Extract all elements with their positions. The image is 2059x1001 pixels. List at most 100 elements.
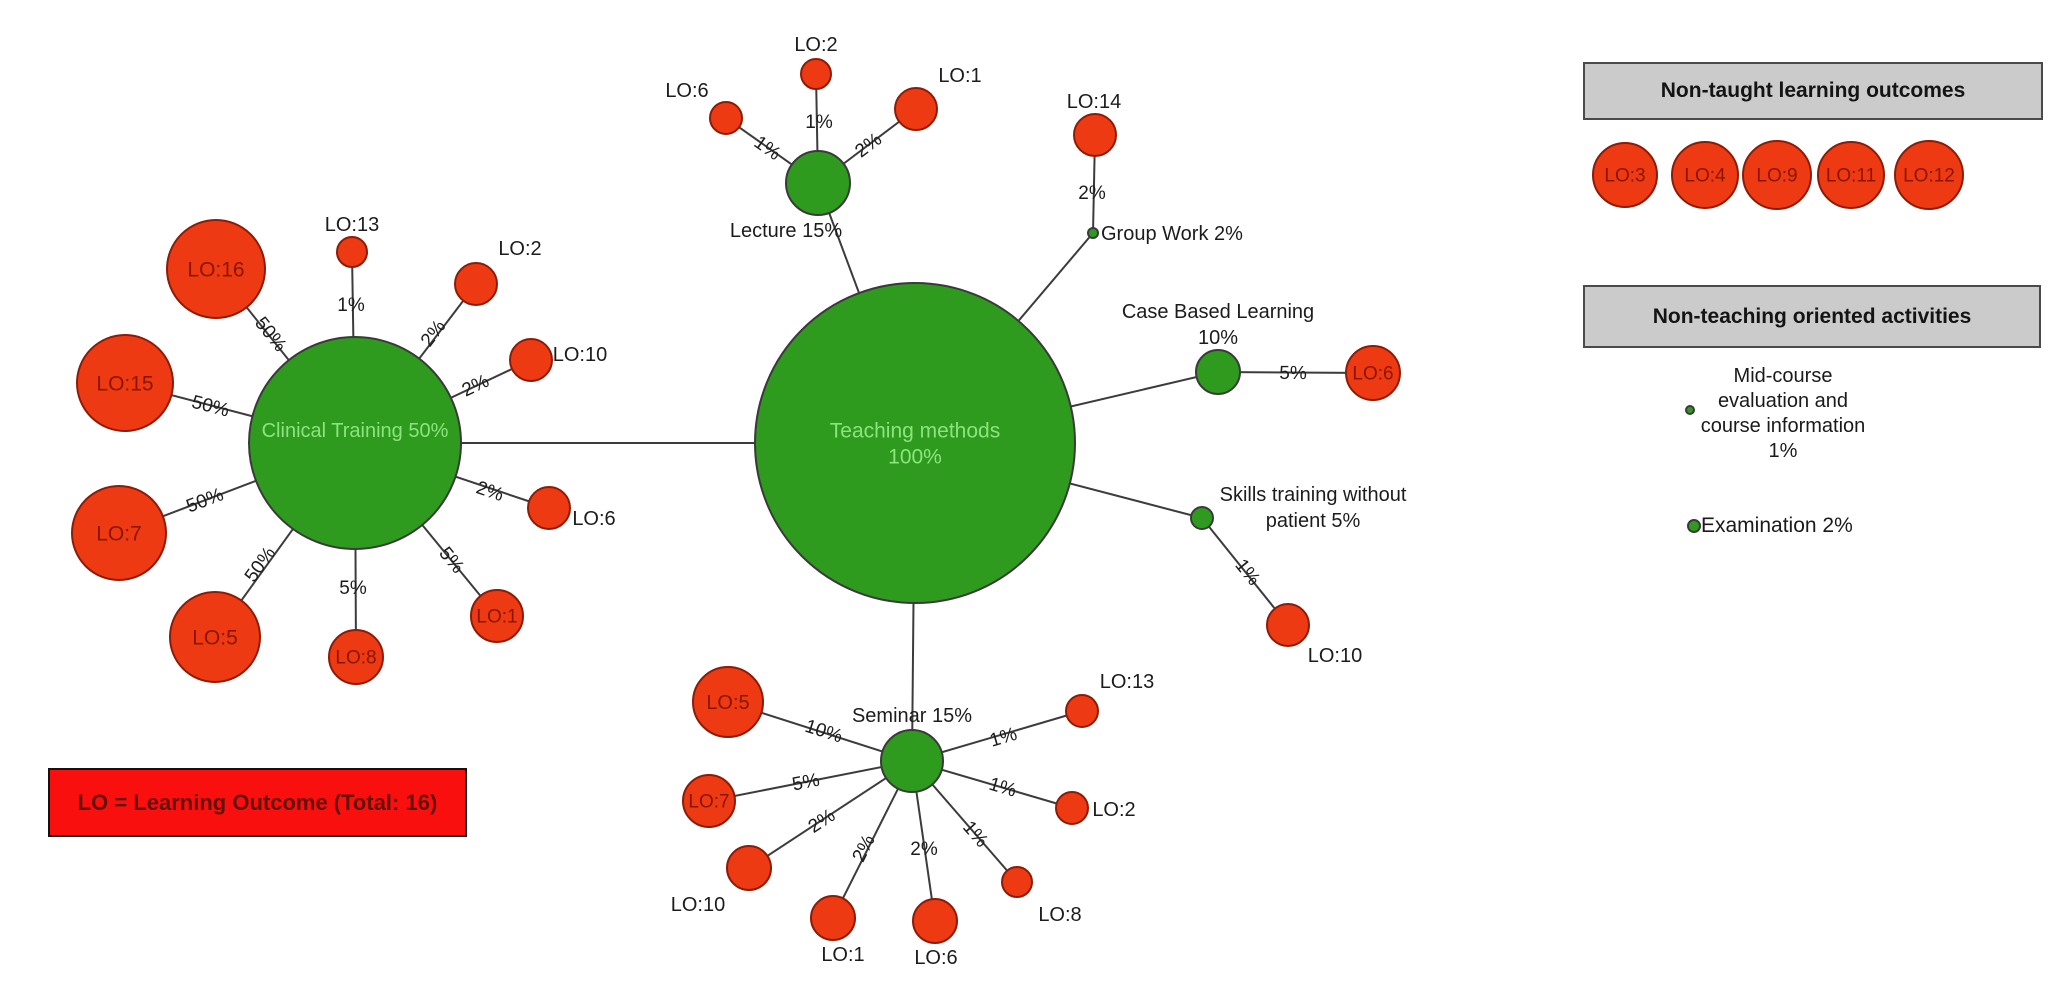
lecture-label: Lecture 15%: [730, 220, 843, 242]
ct-lo7-label: LO:7: [96, 522, 142, 545]
legend-lo4-label: LO:4: [1684, 166, 1726, 187]
edge-clinical-ct-lo1-pct-label: 5%: [434, 543, 468, 578]
edge-lecture-lec-lo6-pct-label: 1%: [750, 132, 785, 165]
cbl-label: Case Based Learning: [1122, 301, 1314, 323]
gw-lo14-label: LO:14: [1067, 91, 1121, 113]
sem-lo2-circle: [1055, 791, 1089, 825]
sem-lo6-circle: [912, 898, 958, 944]
cbl-circle: [1195, 349, 1241, 395]
legend-non-taught-title: Non-taught learning outcomes: [1660, 79, 1966, 102]
legend-non-teaching-title: Non-teaching oriented activities: [1652, 304, 1972, 328]
sem-lo5-label: LO:5: [706, 692, 749, 714]
lec-lo2-label: LO:2: [794, 34, 837, 56]
legend-lo9-label: LO:9: [1756, 166, 1797, 187]
lec-lo6-label: LO:6: [665, 80, 708, 102]
sem-lo13-circle: [1065, 694, 1099, 728]
legend-non-teaching-box: Non-teaching oriented activities: [1583, 285, 2041, 348]
edge-seminar-sem-lo5-pct-label: 10%: [802, 716, 845, 748]
clinical-label: Clinical Training 50%: [262, 420, 449, 442]
edge-clinical-ct-lo15-pct-label: 50%: [189, 392, 231, 422]
ct-lo10-circle: [509, 338, 553, 382]
edge-clinical-ct-lo13-pct-label: 1%: [337, 295, 365, 316]
ct-lo1-label: LO:1: [476, 607, 517, 628]
skills-label: Skills training without: [1220, 484, 1407, 506]
edge-clinical-ct-lo10-pct-label: 2%: [459, 371, 493, 402]
teaching-circle: [754, 282, 1076, 604]
ct-lo1-circle: [470, 589, 524, 643]
edge-clinical-ct-lo2-pct-label: 2%: [417, 316, 450, 351]
ct-lo2-circle: [454, 262, 498, 306]
cbl-lo6-circle: [1345, 345, 1401, 401]
cbl-label: 10%: [1198, 327, 1238, 349]
ct-lo6-circle: [527, 486, 571, 530]
ct-lo16-circle: [166, 219, 266, 319]
sem-lo1-label: LO:1: [821, 944, 864, 966]
lec-lo6-circle: [709, 101, 743, 135]
midcourse-line-3: course information: [1700, 415, 1866, 437]
cbl-lo6-label: LO:6: [1352, 364, 1393, 385]
examination-label: Examination 2%: [1701, 514, 1853, 537]
sem-lo8-circle: [1001, 866, 1033, 898]
sem-lo8-label: LO:8: [1038, 904, 1081, 926]
lo-note-box: LO = Learning Outcome (Total: 16): [48, 768, 467, 837]
edge-cbl-cbl-lo6-pct-label: 5%: [1279, 363, 1307, 384]
edge-seminar-sem-lo7-pct-label: 5%: [790, 770, 821, 796]
legend-lo11-circle: [1817, 141, 1885, 209]
ct-lo8-circle: [328, 629, 384, 685]
ct-lo13-label: LO:13: [325, 214, 379, 236]
seminar-label: Seminar 15%: [852, 705, 972, 727]
edge-skills-sk-lo10: [1201, 517, 1289, 626]
sem-lo5-circle: [692, 666, 764, 738]
sk-lo10-circle: [1266, 603, 1310, 647]
midcourse-line-2: evaluation and: [1717, 390, 1849, 412]
edge-clinical-ct-lo6-pct-label: 2%: [473, 477, 506, 506]
legend-lo12-label: LO:12: [1903, 166, 1955, 187]
edge-clinical-ct-lo5-pct-label: 50%: [241, 543, 280, 586]
legend-lo12-circle: [1894, 140, 1964, 210]
lec-lo1-label: LO:1: [938, 65, 981, 87]
legend-lo11-label: LO:11: [1826, 166, 1876, 187]
clinical-circle: [248, 336, 462, 550]
edge-seminar-sem-lo13-pct-label: 1%: [987, 724, 1019, 752]
sk-lo10-label: LO:10: [1308, 645, 1362, 667]
ct-lo5-label: LO:5: [192, 626, 238, 649]
sem-lo6-label: LO:6: [914, 947, 957, 969]
sem-lo10-label: LO:10: [671, 894, 725, 916]
seminar-circle: [880, 729, 944, 793]
lecture-circle: [785, 150, 851, 216]
sem-lo10-circle: [726, 845, 772, 891]
skills-circle: [1190, 506, 1214, 530]
sem-lo13-label: LO:13: [1100, 671, 1154, 693]
groupwork-circle: [1087, 227, 1099, 239]
legend-non-taught-box: Non-taught learning outcomes: [1583, 62, 2043, 120]
edge-clinical-ct-lo7-pct-label: 50%: [184, 484, 227, 517]
examination-dot-circle: [1687, 519, 1701, 533]
ct-lo2-label: LO:2: [498, 238, 541, 260]
ct-lo15-label: LO:15: [96, 372, 153, 395]
edge-seminar-sem-lo6-pct-label: 2%: [910, 839, 938, 860]
ct-lo13-circle: [336, 236, 368, 268]
lo-note-text: LO = Learning Outcome (Total: 16): [77, 789, 438, 815]
edge-groupwork-gw-lo14-pct-label: 2%: [1078, 183, 1106, 204]
edge-lecture-lec-lo2-pct-label: 1%: [805, 112, 833, 133]
lec-lo1-circle: [894, 87, 938, 131]
legend-lo4-circle: [1671, 141, 1739, 209]
edge-lecture-lec-lo1-pct-label: 2%: [851, 129, 886, 162]
teaching-label: Teaching methods: [830, 419, 1000, 442]
midcourse-evaluation-label: Mid-course evaluation and course informa…: [1688, 364, 1878, 464]
lec-lo2-circle: [800, 58, 832, 90]
ct-lo10-label: LO:10: [553, 344, 607, 366]
edge-seminar-sem-lo2-pct-label: 1%: [986, 774, 1018, 802]
ct-lo7-circle: [71, 485, 167, 581]
legend-lo3-label: LO:3: [1604, 166, 1645, 187]
ct-lo16-label: LO:16: [187, 258, 244, 281]
edge-clinical-ct-lo8-pct-label: 5%: [339, 578, 367, 599]
midcourse-line-1: Mid-course: [1733, 365, 1833, 387]
sem-lo7-circle: [682, 774, 736, 828]
ct-lo5-circle: [169, 591, 261, 683]
gw-lo14-circle: [1073, 113, 1117, 157]
skills-label: patient 5%: [1266, 510, 1361, 532]
midcourse-dot-circle: [1685, 405, 1695, 415]
ct-lo8-label: LO:8: [335, 648, 376, 669]
